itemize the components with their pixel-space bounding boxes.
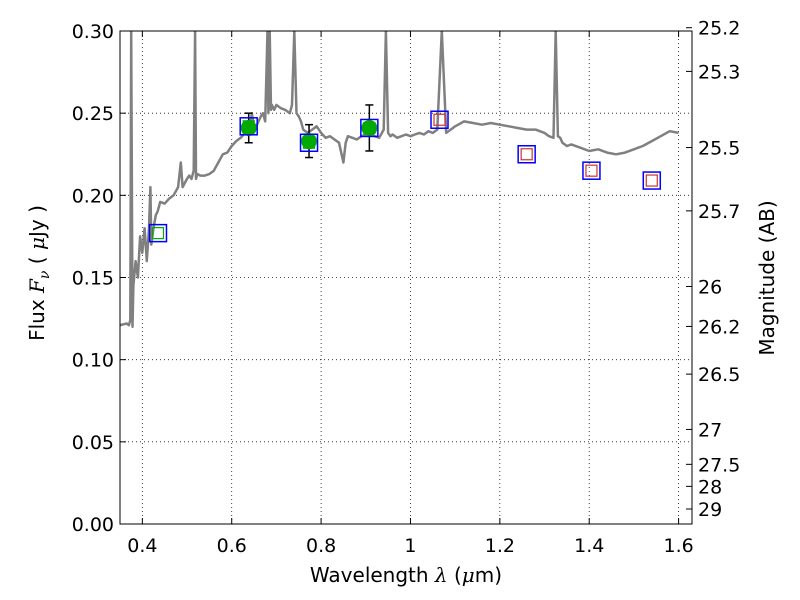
spectrum-line [120,31,679,329]
model-point-outer [360,118,379,138]
x-tick-label: 1.2 [485,535,515,557]
x-tick-label: 1 [404,535,416,557]
model-point-outer [517,145,536,164]
model-point-inner [585,164,598,177]
plot-area-frame [119,30,693,525]
axis-ticks: 0.4 0.6 0.8 1 1.2 1.4 1.6 0.00 0.05 0.10 0.15 0.20 0… [72,18,741,557]
y2-tick-label: 29 [698,499,722,521]
model-point-inner [645,174,658,187]
y2-tick-label: 26 [698,276,722,298]
model-point-inner [520,148,533,161]
spectrum-series [120,31,679,329]
model-point-inner [151,227,165,240]
y2-tick-label: 26.5 [698,364,740,386]
y2-tick-label: 25.7 [698,201,740,223]
y2-tick-label: 27.5 [698,454,740,476]
y-tick-label: 0.10 [72,350,114,372]
x-tick-label: 0.8 [306,535,336,557]
y2-tick-label: 25.3 [698,61,740,83]
y2-tick-label: 26.2 [698,316,740,338]
model-point-outer [642,171,662,190]
model-point-inner [302,136,316,149]
x-axis-title: Wavelength λ (μm) [310,563,502,587]
model-point-outer [582,161,601,180]
x-tick-label: 0.4 [127,535,157,557]
model-point-inner [363,121,376,135]
y-tick-label: 0.20 [72,185,114,207]
y2-axis-title: Magnitude (AB) [755,200,779,355]
y-tick-label: 0.30 [72,21,114,43]
y2-tick-label: 25.5 [698,138,740,160]
x-tick-label: 1.4 [574,535,604,557]
x-tick-label: 0.6 [217,535,247,557]
model-point-inner [242,120,255,133]
grid [120,30,692,525]
y-tick-label: 0.00 [72,514,114,536]
model-point-outer [299,133,319,152]
model-point-outer [239,117,258,136]
y2-tick-label: 27 [698,419,722,441]
photometry-series [148,104,662,243]
observed-point [361,119,378,136]
y-tick-label: 0.25 [72,103,114,125]
x-tick-label: 1.6 [663,535,693,557]
y-axis-title: Flux Fν ( μJy ) [25,205,53,341]
y2-tick-label: 25.2 [698,18,740,40]
y-tick-label: 0.05 [72,432,114,454]
model-point-inner [433,113,446,126]
model-point-outer [430,110,449,129]
model-point-outer [148,223,168,243]
y-tick-label: 0.15 [72,268,114,290]
y2-tick-label: 28 [698,476,722,498]
